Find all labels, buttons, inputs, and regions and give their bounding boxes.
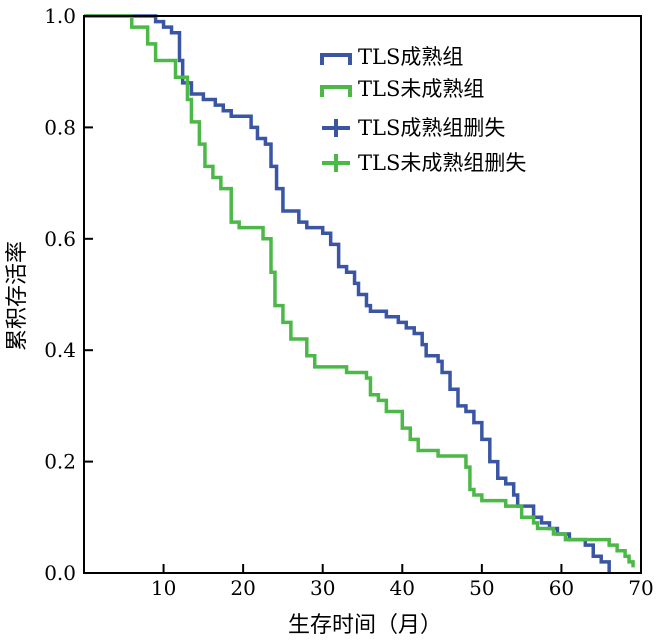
axis-ticks bbox=[84, 15, 642, 574]
legend-item-mature: TLS成熟组 bbox=[320, 45, 463, 69]
legend-mark-immature bbox=[320, 85, 352, 97]
y-tick-label-0.2: 0.2 bbox=[44, 450, 76, 474]
legend-mark-mature bbox=[320, 53, 352, 65]
x-tick-label-30: 30 bbox=[310, 576, 335, 600]
survival-curve-immature bbox=[84, 14, 635, 568]
plot-frame bbox=[83, 15, 642, 574]
legend-label-mature-censored: TLS成熟组删失 bbox=[358, 116, 505, 140]
x-tick-label-10: 10 bbox=[151, 576, 176, 600]
survival-curve-mature bbox=[84, 14, 611, 573]
y-tick-label-0.6: 0.6 bbox=[44, 227, 76, 251]
y-tick-label-0.8: 0.8 bbox=[44, 115, 76, 139]
x-tick-label-20: 20 bbox=[230, 576, 255, 600]
legend-label-immature: TLS未成熟组 bbox=[358, 77, 484, 101]
x-tick-label-60: 60 bbox=[549, 576, 574, 600]
legend-item-immature-censored: TLS未成熟组删失 bbox=[322, 151, 526, 175]
y-tick-label-0.4: 0.4 bbox=[44, 338, 76, 362]
axis-tick-labels: 10 20 30 40 50 60 70 0.0 0.2 0.4 0.6 0.8 1.0 bbox=[44, 4, 654, 600]
legend-label-mature: TLS成熟组 bbox=[358, 45, 463, 69]
x-axis-title: 生存时间（月） bbox=[288, 613, 442, 638]
legend-label-immature-censored: TLS未成熟组删失 bbox=[358, 151, 526, 175]
x-tick-label-40: 40 bbox=[390, 576, 415, 600]
legend: TLS成熟组 TLS未成熟组 TLS成熟组删失 TLS未成熟组删失 bbox=[320, 45, 526, 175]
legend-item-immature: TLS未成熟组 bbox=[320, 77, 484, 101]
y-tick-label-1: 1.0 bbox=[44, 4, 76, 28]
legend-item-mature-censored: TLS成熟组删失 bbox=[322, 116, 505, 140]
legend-mark-mature-censored bbox=[322, 119, 350, 137]
x-tick-label-50: 50 bbox=[469, 576, 494, 600]
plot-lines bbox=[84, 14, 635, 573]
x-tick-label-70: 70 bbox=[628, 576, 653, 600]
y-tick-label-0: 0.0 bbox=[44, 561, 76, 585]
y-axis-title: 累积存活率 bbox=[5, 241, 30, 351]
legend-mark-immature-censored bbox=[322, 154, 350, 172]
